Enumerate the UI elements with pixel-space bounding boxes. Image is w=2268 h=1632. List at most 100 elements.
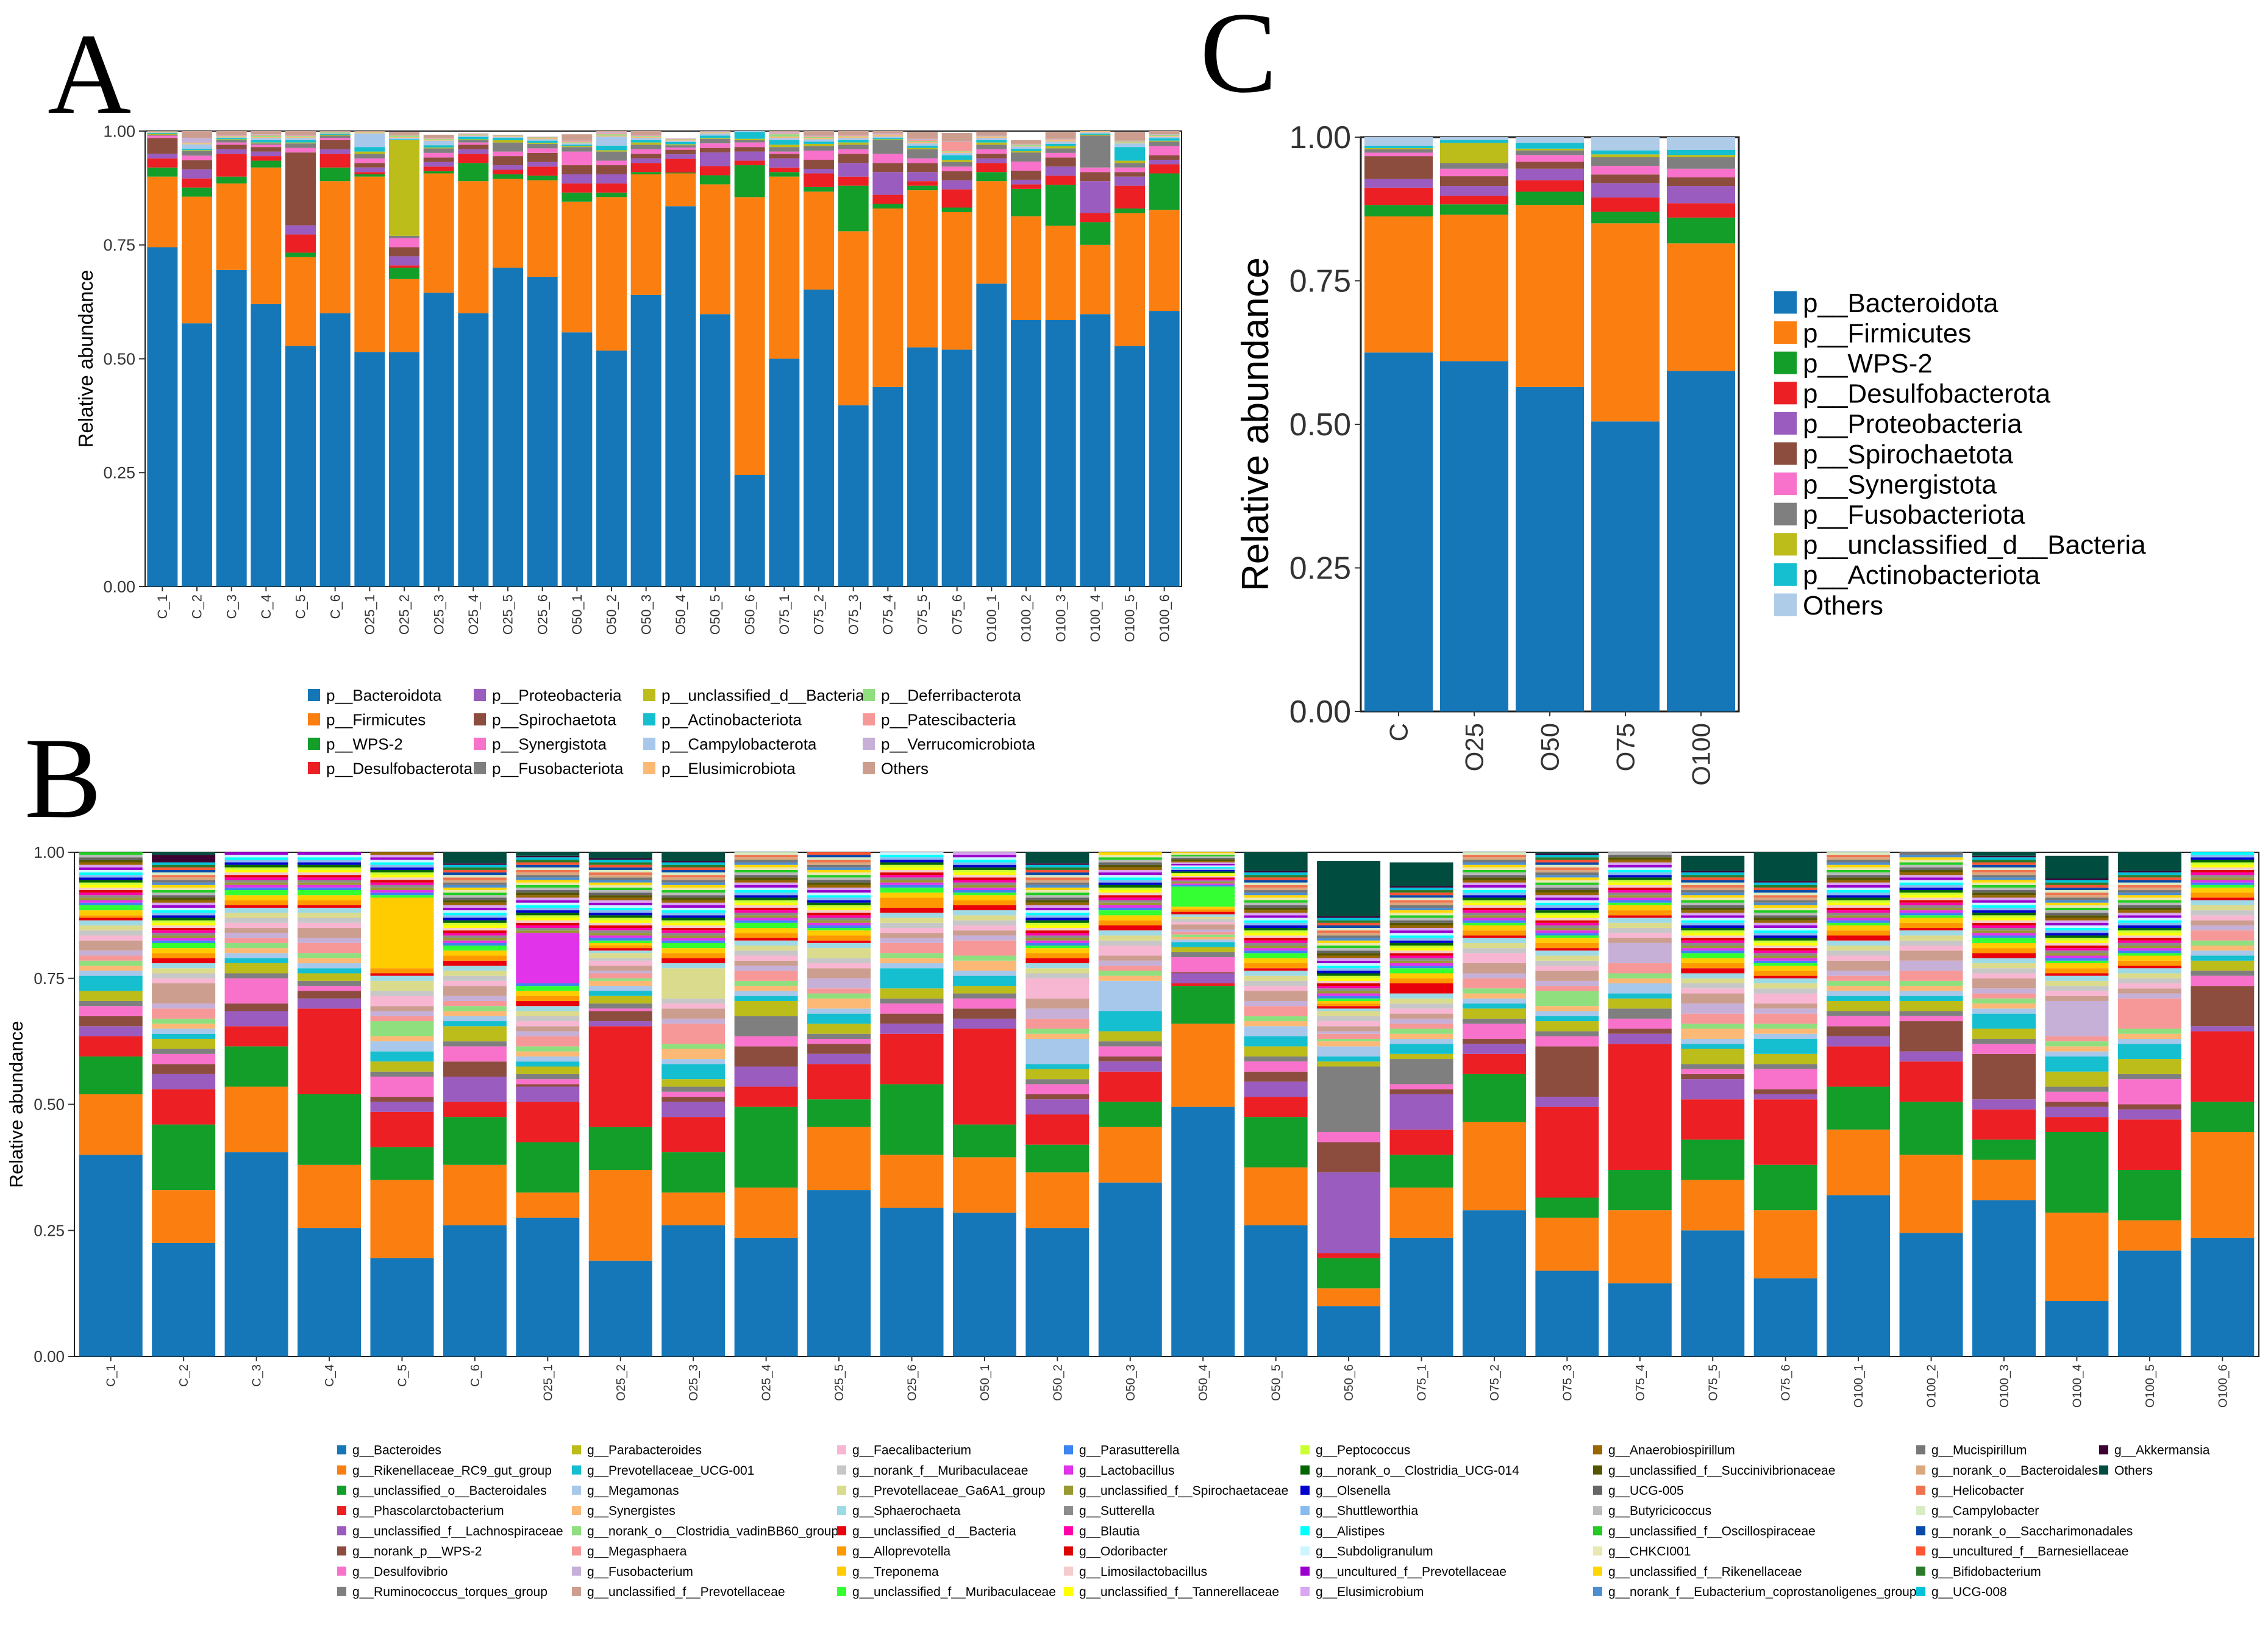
bar-segment-o75-6-g-ucg-008 bbox=[1753, 882, 1817, 885]
bar-segment-o50-5-g-campylobacter bbox=[1244, 882, 1308, 885]
bar-segment-o25-6-p-synergistota bbox=[527, 148, 558, 153]
bar-segment-o50-3-p-elusimicrobiota bbox=[630, 137, 661, 138]
bar-segment-o50-3-g-prevotellaceae-ucg-001 bbox=[1098, 1011, 1162, 1032]
bar-segment-o50-5-g-norank-f-muribaculaceae bbox=[1244, 980, 1308, 986]
bar-segment-o100-others bbox=[1667, 137, 1735, 150]
bar-segment-o25-6-p-wps-2 bbox=[527, 176, 558, 180]
bar-segment-c-1-g-phascolarctobacterium bbox=[79, 1036, 143, 1057]
bar-segment-c-3-p-desulfobacterota bbox=[216, 154, 247, 177]
bar-segment-o75-5-g-rikenellaceae-rc9-gut-group bbox=[1681, 1180, 1745, 1231]
bar-segment-o75-5-p-synergistota bbox=[907, 158, 938, 163]
bar-segment-c-2-p-actinobacteriota bbox=[182, 149, 212, 151]
bar-segment-o100-2-g-norank-f-muribaculaceae bbox=[1899, 940, 1963, 946]
bar-segment-c-2-p-synergistota bbox=[182, 155, 212, 160]
bar-segment-o75-3-g-norank-o-clostridia-vadinbb60-group bbox=[1535, 991, 1599, 1007]
bar-segment-c-4-p-spirochaetota bbox=[251, 147, 282, 152]
bar-segment-c-1-p-desulfobacterota bbox=[147, 158, 178, 168]
bar-segment-o100-2-g-unclassified-o-bacteroidales bbox=[1899, 1102, 1963, 1155]
bar-segment-o100-1-g-odoribacter bbox=[1827, 907, 1891, 911]
bar-segment-c-6-g-parabacteroides bbox=[443, 1026, 507, 1042]
bar-segment-o25-3-g-subdoligranulum bbox=[661, 907, 726, 911]
bar-segment-o50-p-bacteroidota bbox=[1516, 387, 1584, 711]
bar-segment-o100-2-g-unclassified-f-prevotellaceae bbox=[1899, 950, 1963, 961]
bar-segment-o50-3-g-lactobacillus bbox=[1098, 905, 1162, 908]
legend-label-g-unclassified-f-succinivibrionaceae: g__unclassified_f__Succinivibrionaceae bbox=[1608, 1464, 1835, 1478]
bar-segment-o100-3-p-actinobacteriota bbox=[1045, 143, 1076, 146]
bar-segment-o75-3-g-lactobacillus bbox=[1535, 930, 1599, 933]
bar-segment-o50-4-g-anaerobiospirillum bbox=[1171, 861, 1235, 863]
bar-segment-o100-1-g-norank-f-eubacterium-coprostanoligenes-group bbox=[1827, 862, 1891, 865]
bar-segment-o100-6-g-faecalibacterium bbox=[2191, 915, 2255, 921]
bar-segment-o25-4-g-helicobacter bbox=[734, 855, 798, 858]
bar-segment-c-1-g-limosilactobacillus bbox=[79, 887, 143, 891]
legend-label-g-desulfovibrio: g__Desulfovibrio bbox=[352, 1565, 448, 1579]
legend-swatch-g-prevotellaceae-ucg-001 bbox=[572, 1465, 581, 1475]
bar-segment-o100-5-g-prevotellaceae-ucg-001 bbox=[2117, 1044, 2181, 1060]
bar-segment-o25-1-g-ucg-005 bbox=[516, 890, 580, 893]
legend-label-g-bacteroides: g__Bacteroides bbox=[352, 1444, 441, 1458]
bar-segment-c-2-g-sutterella bbox=[152, 933, 216, 936]
bar-segment-o50-4-g-synergistes bbox=[1171, 936, 1235, 940]
bar-segment-o25-4-p-wps-2 bbox=[458, 163, 489, 182]
bar-segment-o25-6-g-unclassified-d-bacteria bbox=[880, 907, 944, 913]
bar-segment-o75-2-g-desulfovibrio bbox=[1462, 1024, 1526, 1039]
bar-segment-o100-2-g-ruminococcus-torques-group bbox=[1899, 1011, 1963, 1016]
bar-segment-o100-1-g-megamonas bbox=[1827, 991, 1891, 996]
bar-segment-o100-4-g-olsenella bbox=[2045, 933, 2109, 936]
bar-segment-o100-5-g-unclassified-f-spirochaetaceae bbox=[2117, 945, 2181, 949]
bar-segment-o100-1-g-unclassified-f-tannerellaceae bbox=[1827, 902, 1891, 905]
bar-segment-o75-3-g-unclassified-f-prevotellaceae bbox=[1535, 971, 1599, 981]
bar-segment-o100-5-p-desulfobacterota bbox=[1114, 185, 1145, 208]
bar-segment-o25-1-g-olsenella bbox=[516, 910, 580, 913]
bar-segment-o25-2-g-alloprevotella bbox=[588, 945, 652, 949]
bar-segment-o75-5-g-chkci001 bbox=[1681, 897, 1745, 900]
legend-swatch-p-unclassified-d-bacteria bbox=[643, 689, 655, 701]
bar-segment-o100-3-g-mucispirillum bbox=[1972, 875, 2036, 878]
bar-segment-c-3-p-fusobacteriota bbox=[216, 140, 247, 143]
bar-segment-o25-3-g-sutterella bbox=[661, 933, 726, 936]
bar-segment-o75-6-g-norank-o-clostridia-ucg-014 bbox=[1753, 938, 1817, 941]
bar-segment-o75-5-g-norank-o-bacteroidales bbox=[1681, 887, 1745, 891]
bar-segment-o50-3-g-ucg-005 bbox=[1098, 862, 1162, 865]
x-category-label: C_5 bbox=[293, 594, 308, 619]
bar-segment-c-4-g-peptococcus bbox=[298, 867, 362, 870]
bar-segment-o25-4-g-treponema bbox=[734, 928, 798, 933]
bar-segment-o75-6-g-norank-f-muribaculaceae bbox=[1753, 988, 1817, 994]
x-category-label: O25_5 bbox=[501, 594, 516, 635]
bar-segment-o25-5-g-phascolarctobacterium bbox=[807, 1064, 871, 1100]
bar-segment-o75-3-p-fusobacteriota bbox=[838, 144, 869, 149]
bar-segment-o75-3-p-wps-2 bbox=[838, 185, 869, 232]
bar-segment-o25-2-g-sutterella bbox=[588, 930, 652, 933]
bar-segment-o75-3-p-firmicutes bbox=[838, 231, 869, 405]
bar-segment-o50-2-g-faecalibacterium bbox=[1025, 978, 1089, 999]
bar-segment-o25-6-g-treponema bbox=[880, 893, 944, 898]
bar-segment-c-1-g-anaerobiospirillum bbox=[79, 862, 143, 865]
bar-segment-o75-3-g-unclassified-f-oscillospiraceae bbox=[1535, 882, 1599, 885]
legend-label-g-norank-o-clostridia-ucg-014: g__norank_o__Clostridia_UCG-014 bbox=[1316, 1464, 1519, 1478]
legend-swatch-g-megasphaera bbox=[572, 1546, 581, 1556]
bar-segment-o75-5-g-unclassified-f-tannerellaceae bbox=[1681, 933, 1745, 936]
bar-segment-c-5-g-norank-o-clostridia-ucg-014 bbox=[370, 869, 434, 873]
legend-swatch-g-megamonas bbox=[572, 1485, 581, 1495]
bar-segment-o100-2-g-prevotellaceae-ga6a1-group bbox=[1899, 935, 1963, 941]
bar-segment-o25-6-g-unclassified-f-muribaculaceae bbox=[880, 887, 944, 893]
bar-segment-c-6-g-unclassified-f-lachnospiraceae bbox=[443, 1077, 507, 1102]
bar-segment-o25-3-g-parasutterella bbox=[661, 940, 726, 943]
bar-segment-o100-5-g-chkci001 bbox=[2117, 897, 2181, 900]
bar-segment-o75-p-spirochaetota bbox=[1591, 174, 1660, 184]
bar-segment-o100-2-g-treponema bbox=[1899, 918, 1963, 923]
bar-segment-o25-3-g-norank-o-bacteroidales bbox=[661, 877, 726, 880]
legend-label-p-desulfobacterota: p__Desulfobacterota bbox=[326, 759, 472, 777]
bar-segment-c-2-g-alloprevotella bbox=[152, 953, 216, 958]
bar-segment-o75-6-p-campylobacterota bbox=[941, 152, 972, 155]
bar-segment-o25-4-g-norank-o-bacteroidales bbox=[734, 857, 798, 860]
bar-segment-o100-6-g-megasphaera bbox=[2191, 930, 2255, 941]
bar-segment-o75-5-g-unclassified-f-prevotellaceae bbox=[1681, 993, 1745, 1004]
legend-swatch-p-bacteroidota bbox=[308, 689, 320, 701]
bar-segment-o75-p-firmicutes bbox=[1591, 223, 1660, 422]
bar-segment-o25-4-g-unclassified-f-rikenellaceae bbox=[734, 864, 798, 868]
bar-segment-o25-2-p-actinobacteriota bbox=[389, 139, 419, 140]
bar-segment-c-4-p-actinobacteriota bbox=[251, 140, 282, 143]
bar-segment-o50-3-g-megamonas bbox=[1098, 980, 1162, 1011]
bar-segment-o50-3-g-limosilactobacillus bbox=[1098, 893, 1162, 896]
